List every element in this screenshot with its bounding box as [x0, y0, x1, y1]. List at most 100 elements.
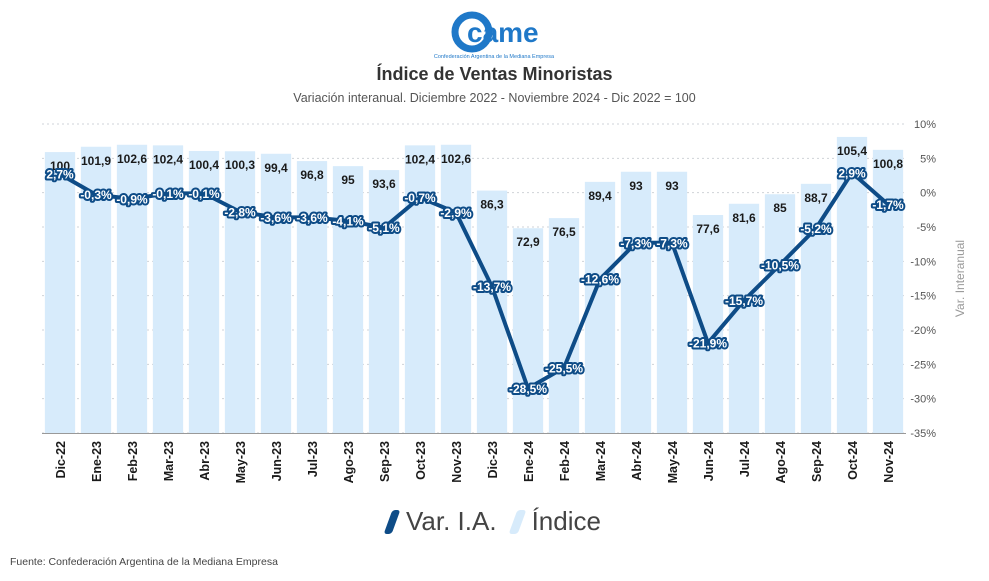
bar-value-label: 102,6	[441, 152, 471, 166]
bar-value-label: 86,3	[480, 198, 504, 212]
line-value-label: 2,9%	[838, 166, 866, 180]
line-value-label: -4,1%	[332, 214, 364, 228]
bar-value-label: 100,8	[873, 157, 903, 171]
bar-feb-23	[116, 144, 148, 433]
line-value-label: -5,1%	[368, 221, 400, 235]
line-value-label: 2,7%	[46, 168, 74, 182]
x-tick-label: Ago-24	[774, 441, 788, 483]
bar-sep-23	[368, 170, 400, 433]
came-logo: came Confederación Argentina de la Media…	[434, 11, 555, 60]
line-value-label: -0,1%	[188, 187, 220, 201]
came-logo-tagline: Confederación Argentina de la Mediana Em…	[434, 54, 555, 60]
bar-value-label: 96,8	[300, 168, 324, 182]
bar-value-label: 100,3	[225, 158, 255, 172]
bar-ago-24	[764, 194, 796, 433]
source-note: Fuente: Confederación Argentina de la Me…	[10, 556, 278, 568]
line-value-label: -15,7%	[725, 294, 763, 308]
x-tick-label: Abr-23	[198, 441, 212, 481]
x-tick-label: May-23	[234, 441, 248, 483]
right-axis-tick-label: -10%	[910, 256, 936, 268]
x-tick-label: Jul-23	[306, 441, 320, 477]
x-tick-label: Jun-23	[270, 441, 284, 481]
x-tick-label: Dic-22	[54, 441, 68, 479]
bar-value-label: 102,6	[117, 152, 147, 166]
x-tick-label: Ene-24	[522, 441, 536, 482]
line-value-label: -0,1%	[152, 187, 184, 201]
x-tick-label: Oct-23	[414, 441, 428, 480]
right-axis-tick-label: -20%	[910, 325, 936, 337]
x-tick-label: Jul-24	[738, 441, 752, 477]
line-value-label: -7,3%	[620, 236, 652, 250]
x-tick-label: Ene-23	[90, 441, 104, 482]
line-value-label: -1,7%	[872, 198, 904, 212]
line-value-label: -3,6%	[260, 211, 292, 225]
right-axis-tick-label: 10%	[914, 119, 936, 131]
bar-may-23	[224, 151, 256, 434]
bar-value-label: 77,6	[696, 222, 720, 236]
bar-value-label: 102,4	[153, 152, 183, 166]
x-tick-label: Sep-24	[810, 441, 824, 482]
line-value-label: -10,5%	[761, 258, 799, 272]
bar-value-label: 93	[629, 179, 643, 193]
bar-value-label: 93	[665, 179, 679, 193]
variation-line	[59, 170, 890, 391]
bar-value-label: 101,9	[81, 154, 111, 168]
legend-line-label: Var. I.A.	[406, 506, 497, 536]
x-tick-label: Abr-24	[630, 441, 644, 481]
bar-jun-23	[260, 153, 292, 433]
bar-oct-23	[404, 145, 436, 433]
bar-value-label: 100,4	[189, 158, 219, 172]
line-value-label: -25,5%	[545, 361, 583, 375]
x-tick-label: Dic-23	[486, 441, 500, 479]
x-tick-label: Nov-23	[450, 441, 464, 483]
line-value-label: -0,9%	[116, 192, 148, 206]
bar-feb-24	[548, 218, 580, 433]
x-tick-label: Jun-24	[702, 441, 716, 481]
bar-may-24	[656, 171, 688, 433]
right-axis-tick-label: 5%	[920, 153, 936, 165]
bar-value-label: 81,6	[732, 211, 756, 225]
right-axis-title: Var. Interanual	[953, 240, 967, 317]
bar-ene-24	[512, 228, 544, 433]
bar-nov-23	[440, 144, 472, 433]
right-axis-tick-label: -35%	[910, 428, 936, 440]
x-tick-label: Mar-23	[162, 441, 176, 481]
came-logo-ring	[451, 11, 493, 53]
right-axis-tick-label: -5%	[916, 222, 936, 234]
bar-value-label: 99,4	[264, 161, 288, 175]
x-tick-label: Ago-23	[342, 441, 356, 483]
bar-value-label: 95	[341, 173, 355, 187]
right-axis-tick-label: -25%	[910, 359, 936, 371]
x-tick-label: May-24	[666, 441, 680, 483]
bar-value-label: 72,9	[516, 235, 540, 249]
x-tick-label: Feb-23	[126, 441, 140, 481]
x-tick-label: Sep-23	[378, 441, 392, 482]
bar-jun-24	[692, 215, 724, 433]
line-value-label: -0,3%	[80, 188, 112, 202]
x-tick-label: Oct-24	[846, 441, 860, 480]
right-axis-tick-label: -30%	[910, 394, 936, 406]
legend-item-bar: Índice	[508, 506, 601, 537]
bar-dic-22	[44, 152, 76, 433]
bar-value-label: 105,4	[837, 144, 867, 158]
x-tick-label: Mar-24	[594, 441, 608, 481]
x-tick-label: Feb-24	[558, 441, 572, 481]
line-value-label: -21,9%	[689, 337, 727, 351]
line-value-label: -12,6%	[581, 273, 619, 287]
legend-line-marker	[383, 509, 401, 534]
bar-value-label: 88,7	[804, 191, 828, 205]
bar-value-label: 89,4	[588, 189, 612, 203]
x-tick-label: Nov-24	[882, 441, 896, 483]
came-logo-wordmark: came	[467, 17, 539, 48]
line-value-label: -5,2%	[800, 222, 832, 236]
bar-abr-24	[620, 171, 652, 433]
line-value-label: -7,3%	[656, 236, 688, 250]
legend-bar-marker	[508, 509, 526, 534]
bar-jul-23	[296, 161, 328, 433]
legend-bar-label: Índice	[531, 506, 601, 536]
line-value-label: -13,7%	[473, 280, 511, 294]
bar-value-label: 100	[50, 159, 70, 173]
line-value-label: -3,6%	[296, 211, 328, 225]
line-value-label: -28,5%	[509, 382, 547, 396]
